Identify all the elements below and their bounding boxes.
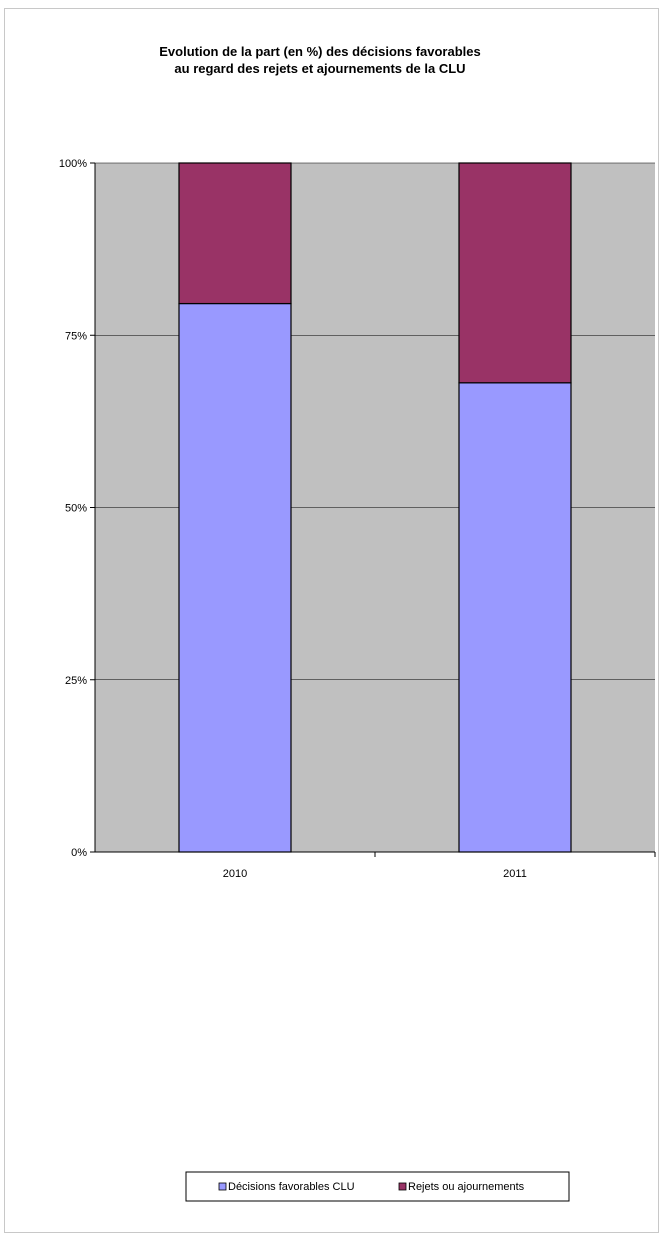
legend-swatch-favorables: [218, 1182, 227, 1191]
y-tick-label: 50%: [65, 503, 87, 515]
x-axis-ticks: 2010 2011: [223, 852, 656, 880]
y-tick-label: 0%: [71, 847, 87, 859]
y-axis-ticks: 0% 25% 50% 75% 100%: [59, 158, 95, 859]
legend: [185, 1171, 570, 1202]
chart-title-line-2: au regard des rejets et ajournements de …: [174, 61, 465, 76]
bar-2011-series-0: [458, 382, 572, 853]
x-tick-label: 2011: [503, 868, 527, 880]
y-tick-label: 75%: [65, 330, 87, 342]
legend-swatch-rejets: [398, 1182, 407, 1191]
y-tick-label: 100%: [59, 158, 87, 170]
bar-2010-series-1: [178, 162, 292, 305]
bar-2010-series-0: [178, 302, 292, 853]
bar-2011-series-1: [458, 162, 572, 384]
x-tick-label: 2010: [223, 868, 247, 880]
legend-label-rejets: Rejets ou ajournements: [408, 1181, 525, 1193]
bars: [178, 162, 572, 853]
legend-label-favorables: Décisions favorables CLU: [228, 1181, 355, 1193]
chart-title-line-1: Evolution de la part (en %) des décision…: [159, 44, 480, 59]
chart-frame: [4, 8, 659, 1233]
y-tick-label: 25%: [65, 675, 87, 687]
